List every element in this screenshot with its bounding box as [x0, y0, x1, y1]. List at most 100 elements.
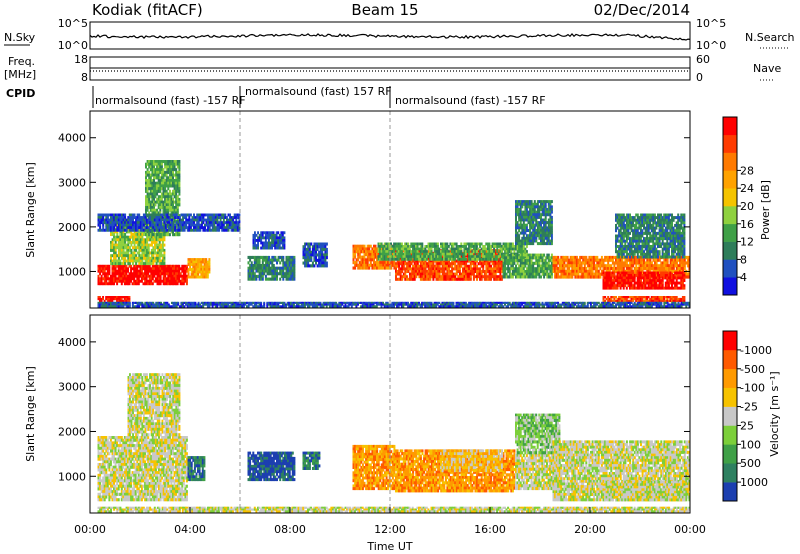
heatmap-cell [113, 213, 116, 217]
heatmap-cell [163, 243, 166, 247]
heatmap-cell [154, 187, 157, 191]
heatmap-cell [266, 255, 269, 259]
heatmap-cell [192, 260, 195, 264]
heatmap-cell [210, 228, 213, 232]
heatmap-cell [214, 218, 217, 222]
heatmap-cell [193, 270, 196, 274]
heatmap-cell [175, 208, 178, 212]
nave-label: Nave [753, 62, 781, 75]
heatmap-cell [150, 240, 153, 244]
heatmap-cell [274, 272, 277, 276]
heatmap-cell [208, 258, 211, 261]
heatmap-cell [443, 257, 446, 261]
heatmap-cell [544, 226, 547, 230]
heatmap-cell [164, 184, 167, 188]
heatmap-cell [566, 258, 569, 262]
heatmap-cell [150, 228, 153, 232]
heatmap-cell [419, 277, 422, 281]
heatmap-cell [116, 238, 119, 242]
heatmap-cell [405, 242, 408, 246]
heatmap-cell [518, 223, 521, 227]
heatmap-cell [148, 192, 151, 196]
heatmap-cell [494, 242, 497, 246]
heatmap-cell [170, 165, 173, 169]
heatmap-cell [493, 262, 496, 266]
heatmap-cell [322, 245, 325, 249]
heatmap-cell [157, 218, 159, 222]
heatmap-cell [432, 264, 435, 268]
heatmap-cell [483, 247, 486, 251]
heatmap-cell [145, 195, 147, 199]
heatmap-cell [271, 266, 274, 270]
heatmap-cell [125, 251, 128, 255]
heatmap-cell [496, 242, 499, 246]
heatmap-cell [161, 272, 164, 276]
heatmap-cell [491, 272, 494, 276]
heatmap-cell [200, 273, 203, 276]
heatmap-cell [471, 270, 474, 273]
heatmap-cell [285, 269, 288, 273]
heatmap-cell [419, 250, 422, 253]
heatmap-cell [197, 226, 200, 230]
heatmap-cell [580, 261, 583, 265]
heatmap-cell [538, 208, 541, 211]
heatmap-cell [164, 187, 167, 191]
heatmap-cell [136, 230, 139, 234]
heatmap-cell [538, 261, 541, 265]
heatmap-cell [164, 216, 167, 219]
heatmap-cell [160, 206, 163, 210]
heatmap-cell [257, 246, 259, 250]
heatmap-cell [161, 256, 164, 260]
heatmap-cell [388, 255, 391, 259]
heatmap-cell [146, 160, 149, 164]
heatmap-cell [485, 242, 488, 246]
heatmap-cell [433, 257, 436, 261]
heatmap-cell [197, 223, 200, 227]
heatmap-cell [462, 272, 464, 276]
heatmap-cell [146, 240, 149, 244]
heatmap-cell [111, 223, 114, 227]
heatmap-cell [105, 223, 108, 227]
heatmap-cell [496, 250, 499, 253]
heatmap-cell [178, 264, 181, 268]
heatmap-cell [146, 208, 149, 212]
heatmap-cell [530, 210, 533, 214]
heatmap-cell [264, 274, 267, 278]
heatmap-cell [588, 272, 591, 276]
heatmap-cell [164, 267, 167, 271]
heatmap-cell [444, 272, 447, 276]
heatmap-cell [418, 257, 421, 261]
heatmap-cell [167, 192, 170, 196]
heatmap-cell [218, 223, 221, 227]
heatmap-cell [549, 210, 552, 214]
heatmap-cell [127, 251, 130, 255]
heatmap-cell [476, 259, 478, 263]
heatmap-cell [150, 254, 153, 258]
heatmap-cell [173, 233, 176, 237]
heatmap-cell [235, 213, 238, 217]
heatmap-cell [585, 269, 588, 273]
heatmap-cell [358, 250, 361, 254]
heatmap-cell [198, 260, 201, 264]
heatmap-cell [173, 211, 176, 215]
heatmap-cell [161, 262, 164, 266]
heatmap-cell [571, 269, 574, 273]
heatmap-cell [189, 218, 192, 222]
heatmap-cell [476, 251, 478, 255]
heatmap-cell [424, 267, 427, 271]
heatmap-cell [462, 270, 464, 273]
heatmap-cell [146, 230, 149, 234]
heatmap-cell [430, 270, 433, 273]
heatmap-cell [425, 250, 428, 253]
heatmap-cell [521, 215, 524, 219]
heatmap-cell [429, 270, 432, 273]
heatmap-cell [448, 277, 450, 281]
heatmap-cell [527, 259, 530, 263]
heatmap-cell [155, 254, 158, 258]
heatmap-cell [141, 233, 144, 236]
heatmap-cell [535, 239, 538, 243]
heatmap-cell [402, 247, 405, 251]
heatmap-cell [195, 265, 198, 269]
heatmap-cell [188, 228, 191, 232]
heatmap-cell [565, 255, 567, 260]
